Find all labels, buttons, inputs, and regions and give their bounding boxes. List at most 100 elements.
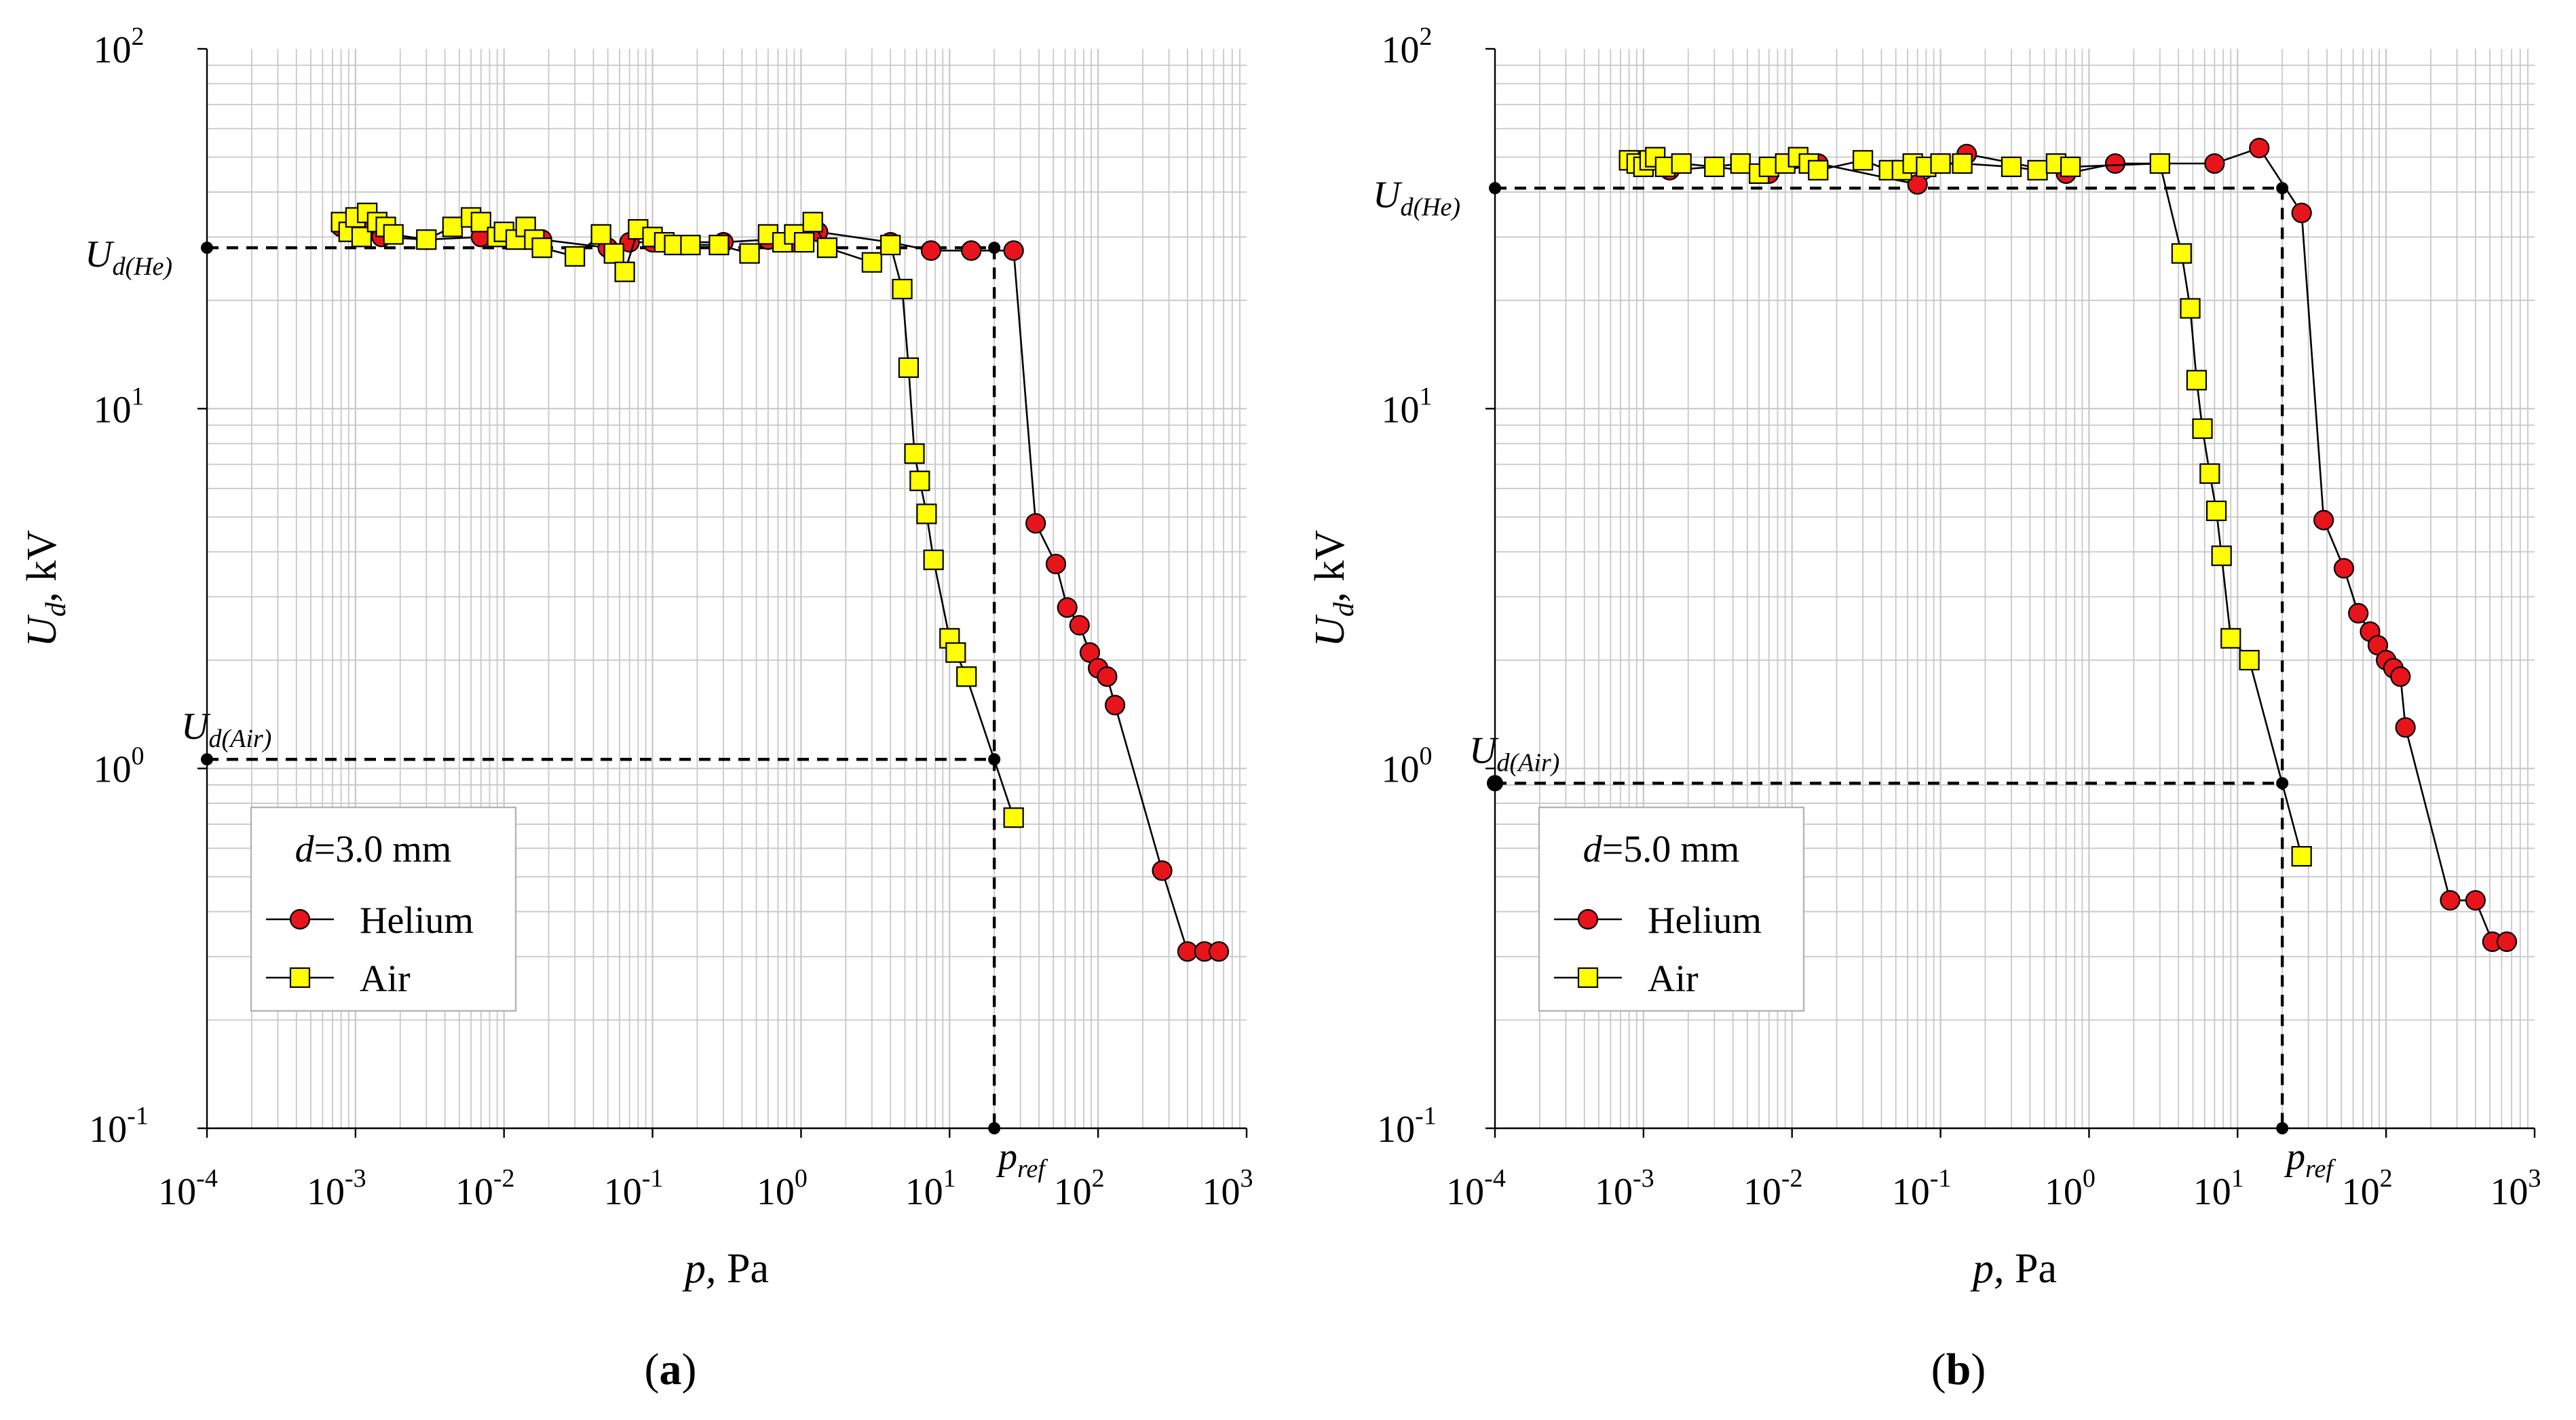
y-tick-exponent: 1 (1420, 382, 1433, 410)
y-tick-label: 101 (94, 382, 145, 431)
air-point (2171, 243, 2192, 264)
legend-layer: d=3.0 mm Helium Air (250, 806, 517, 1012)
x-tick-base: 10 (1595, 1171, 1633, 1213)
air-point (565, 246, 586, 267)
x-tick-exponent: 1 (2231, 1164, 2244, 1193)
air-point (739, 243, 760, 264)
y-tick-base: 10 (89, 1109, 127, 1151)
x-tick-exponent: 1 (943, 1164, 956, 1193)
helium-point (2313, 510, 2334, 531)
helium-point (2333, 558, 2355, 579)
air-point (603, 243, 624, 264)
air-point (2149, 153, 2170, 174)
ref-label-sub: d(Air) (208, 725, 271, 753)
ref-label-sub: ref (1017, 1155, 1048, 1183)
y-tick-base: 10 (1382, 389, 1420, 431)
y-tick-base: 10 (1382, 29, 1420, 71)
x-tick-base: 10 (1892, 1171, 1930, 1213)
x-tick-label: 102 (2342, 1164, 2393, 1213)
air-point (2220, 628, 2241, 649)
legend-label-air: Air (1648, 958, 1699, 1000)
ref-label-pref: pref (2284, 1136, 2336, 1183)
x-tick-base: 10 (1743, 1171, 1781, 1213)
y-axis-title-var: U (1307, 614, 1353, 647)
legend-label-helium: Helium (360, 900, 474, 942)
x-tick-label: 10-2 (455, 1164, 515, 1213)
y-axis-title-unit: , kV (19, 530, 65, 602)
y-tick-base: 10 (1377, 1109, 1415, 1151)
y-tick-exponent: -1 (1415, 1102, 1437, 1130)
air-point (470, 212, 491, 233)
y-tick-label: 102 (1382, 22, 1433, 71)
x-tick-label: 10-3 (307, 1164, 366, 1213)
x-tick-label: 10-1 (1892, 1164, 1952, 1213)
air-point (802, 212, 823, 233)
helium-point (2249, 138, 2270, 159)
x-tick-label: 100 (2045, 1164, 2096, 1213)
air-point (1853, 150, 1874, 171)
chart-panel-a: 10-4 10-3 10-2 10-1 100 101 102 103 10-1 100 101 10… (19, 22, 1253, 1394)
x-axis-title: p, Pa (682, 1246, 769, 1292)
ref-label-ud-he: Ud(He) (85, 233, 172, 281)
x-axis-title-unit: Pa (717, 1246, 770, 1292)
ref-label-sub: d(He) (1400, 193, 1460, 221)
x-tick-exponent: -4 (196, 1164, 218, 1193)
air-point (2186, 370, 2208, 391)
x-tick-base: 10 (905, 1171, 943, 1213)
helium-point (1057, 597, 1078, 618)
panel-caption: (b) (1931, 1345, 1986, 1394)
x-tick-base: 10 (1054, 1171, 1092, 1213)
x-tick-exponent: -1 (642, 1164, 664, 1193)
caption-letter: a (660, 1345, 682, 1394)
helium-point (2440, 889, 2461, 911)
air-point (442, 216, 463, 237)
y-tick-exponent: -1 (127, 1102, 149, 1130)
helium-point (1025, 513, 1046, 534)
air-point (2239, 649, 2260, 671)
x-tick-exponent: 2 (1092, 1164, 1105, 1193)
ref-label-main: U (1373, 174, 1403, 216)
helium-point (2390, 666, 2411, 687)
y-axis-title-sub: d (1329, 602, 1360, 617)
helium-point (1097, 666, 1118, 687)
y-tick-base: 10 (1382, 749, 1420, 791)
x-tick-exponent: -3 (345, 1164, 366, 1193)
helium-point (2395, 717, 2416, 738)
x-tick-label: 101 (2193, 1164, 2244, 1213)
x-tick-label: 101 (905, 1164, 956, 1213)
ref-label-pref: pref (996, 1136, 1048, 1183)
air-point (2291, 846, 2312, 867)
air-point (590, 224, 611, 245)
caption-open: ( (645, 1345, 660, 1394)
air-point (2001, 156, 2022, 177)
helium-point (2496, 931, 2518, 953)
helium-point (1069, 615, 1090, 636)
air-point (2211, 545, 2232, 567)
x-tick-exponent: 2 (2380, 1164, 2393, 1193)
x-tick-base: 10 (2490, 1171, 2528, 1213)
y-tick-exponent: 2 (1420, 22, 1433, 51)
y-tick-base: 10 (94, 29, 132, 71)
air-point (614, 261, 635, 282)
ref-label-main: p (2284, 1136, 2305, 1178)
air-point (892, 278, 913, 300)
air-point (2205, 500, 2227, 522)
helium-point (1104, 695, 1126, 716)
x-tick-label: 10-2 (1743, 1164, 1803, 1213)
legend-marker-helium (1577, 908, 1599, 930)
reference-layer (1487, 182, 2289, 1134)
y-tick-label: 101 (1382, 382, 1433, 431)
air-point (945, 642, 966, 663)
y-tick-exponent: 0 (132, 742, 145, 771)
air-point (1930, 153, 1951, 174)
air-point (816, 237, 838, 258)
air-point (861, 252, 882, 273)
air-point (916, 503, 937, 524)
x-axis-title-var: p, (1970, 1246, 2005, 1292)
air-point (531, 237, 552, 258)
ref-label-main: U (85, 233, 115, 275)
y-tick-label: 100 (94, 742, 145, 791)
ref-label-sub: ref (2305, 1155, 2336, 1183)
